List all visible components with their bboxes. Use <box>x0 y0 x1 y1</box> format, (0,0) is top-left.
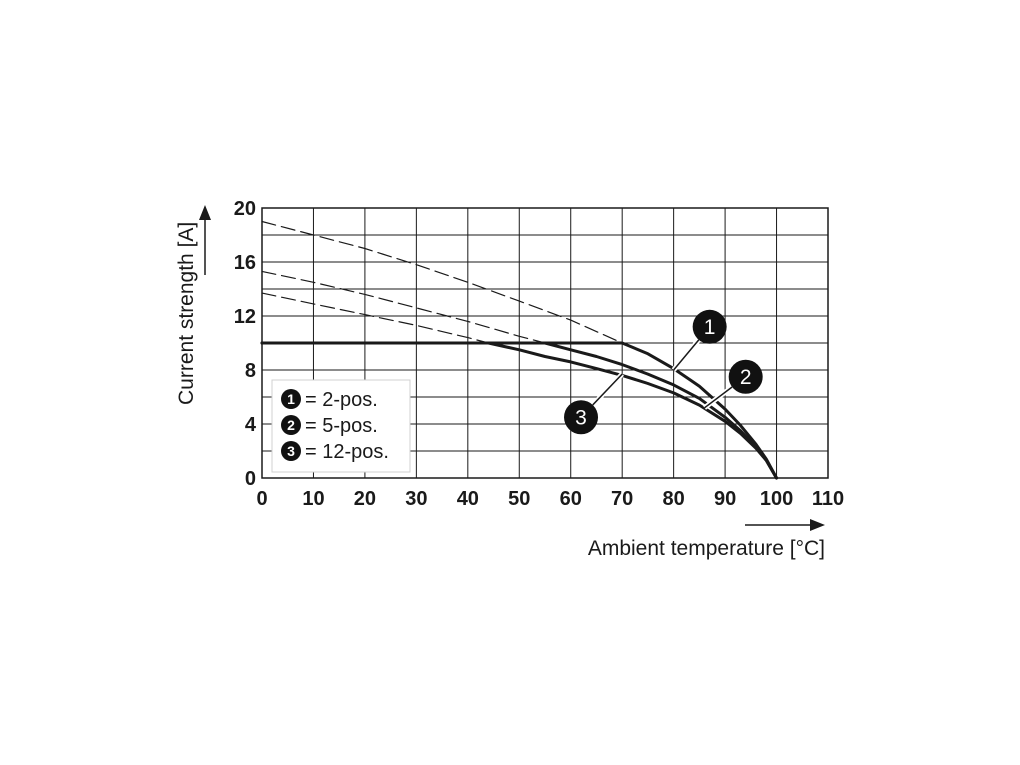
y-tick-labels: 0 4 8 12 16 20 <box>234 198 257 490</box>
y-tick-label: 8 <box>245 360 256 382</box>
callout-markers: 1 2 3 <box>564 309 763 435</box>
y-tick-label: 0 <box>245 468 256 490</box>
y-tick-label: 16 <box>234 252 256 274</box>
x-tick-label: 110 <box>812 488 844 510</box>
y-tick-label: 4 <box>245 414 257 436</box>
legend-marker-number: 1 <box>287 391 295 407</box>
callout-leader-line <box>592 373 623 406</box>
x-tick-label: 40 <box>457 488 479 510</box>
y-axis-label: Current strength [A] <box>175 222 198 405</box>
callout-number: 3 <box>575 406 587 429</box>
x-tick-labels: 0 10 20 30 40 50 60 70 80 90 100 110 <box>256 488 844 510</box>
legend-marker-number: 3 <box>287 443 295 459</box>
series-2-dashed-line <box>261 270 546 344</box>
legend-label: = 5-pos. <box>305 415 378 437</box>
callout-marker-2 <box>728 359 763 394</box>
series-group <box>260 220 778 480</box>
callout-leader-line <box>704 386 733 409</box>
x-tick-label: 10 <box>302 488 324 510</box>
series-3-dashed-line <box>261 292 489 344</box>
x-tick-label: 60 <box>560 488 582 510</box>
callout-number: 2 <box>740 366 752 389</box>
y-tick-label: 20 <box>234 198 256 220</box>
x-tick-label: 20 <box>354 488 376 510</box>
legend-marker-number: 2 <box>287 417 295 433</box>
legend: 1 = 2-pos. 2 = 5-pos. 3 = 12-pos. <box>271 379 411 473</box>
series-3-solid-line <box>260 341 778 480</box>
legend-label: = 12-pos. <box>305 441 389 463</box>
series-1-dashed-line <box>261 220 623 344</box>
legend-marker-2 <box>281 415 301 435</box>
x-tick-label: 80 <box>663 488 685 510</box>
callout-leader-line <box>673 339 700 371</box>
callout-marker-1 <box>692 309 727 344</box>
legend-marker-3 <box>281 441 301 461</box>
x-axis-arrowhead <box>810 519 825 531</box>
x-tick-label: 0 <box>256 488 267 510</box>
legend-marker-1 <box>281 389 301 409</box>
callout-marker-3 <box>564 400 599 435</box>
callout-number: 1 <box>704 316 716 339</box>
x-tick-label: 30 <box>405 488 427 510</box>
y-axis-arrowhead <box>199 205 211 220</box>
y-tick-label: 12 <box>234 306 256 328</box>
x-tick-label: 100 <box>760 488 793 510</box>
x-axis-label: Ambient temperature [°C] <box>588 537 825 560</box>
x-tick-label: 90 <box>714 488 736 510</box>
x-tick-label: 50 <box>508 488 530 510</box>
x-tick-label: 70 <box>611 488 633 510</box>
legend-label: = 2-pos. <box>305 389 378 411</box>
